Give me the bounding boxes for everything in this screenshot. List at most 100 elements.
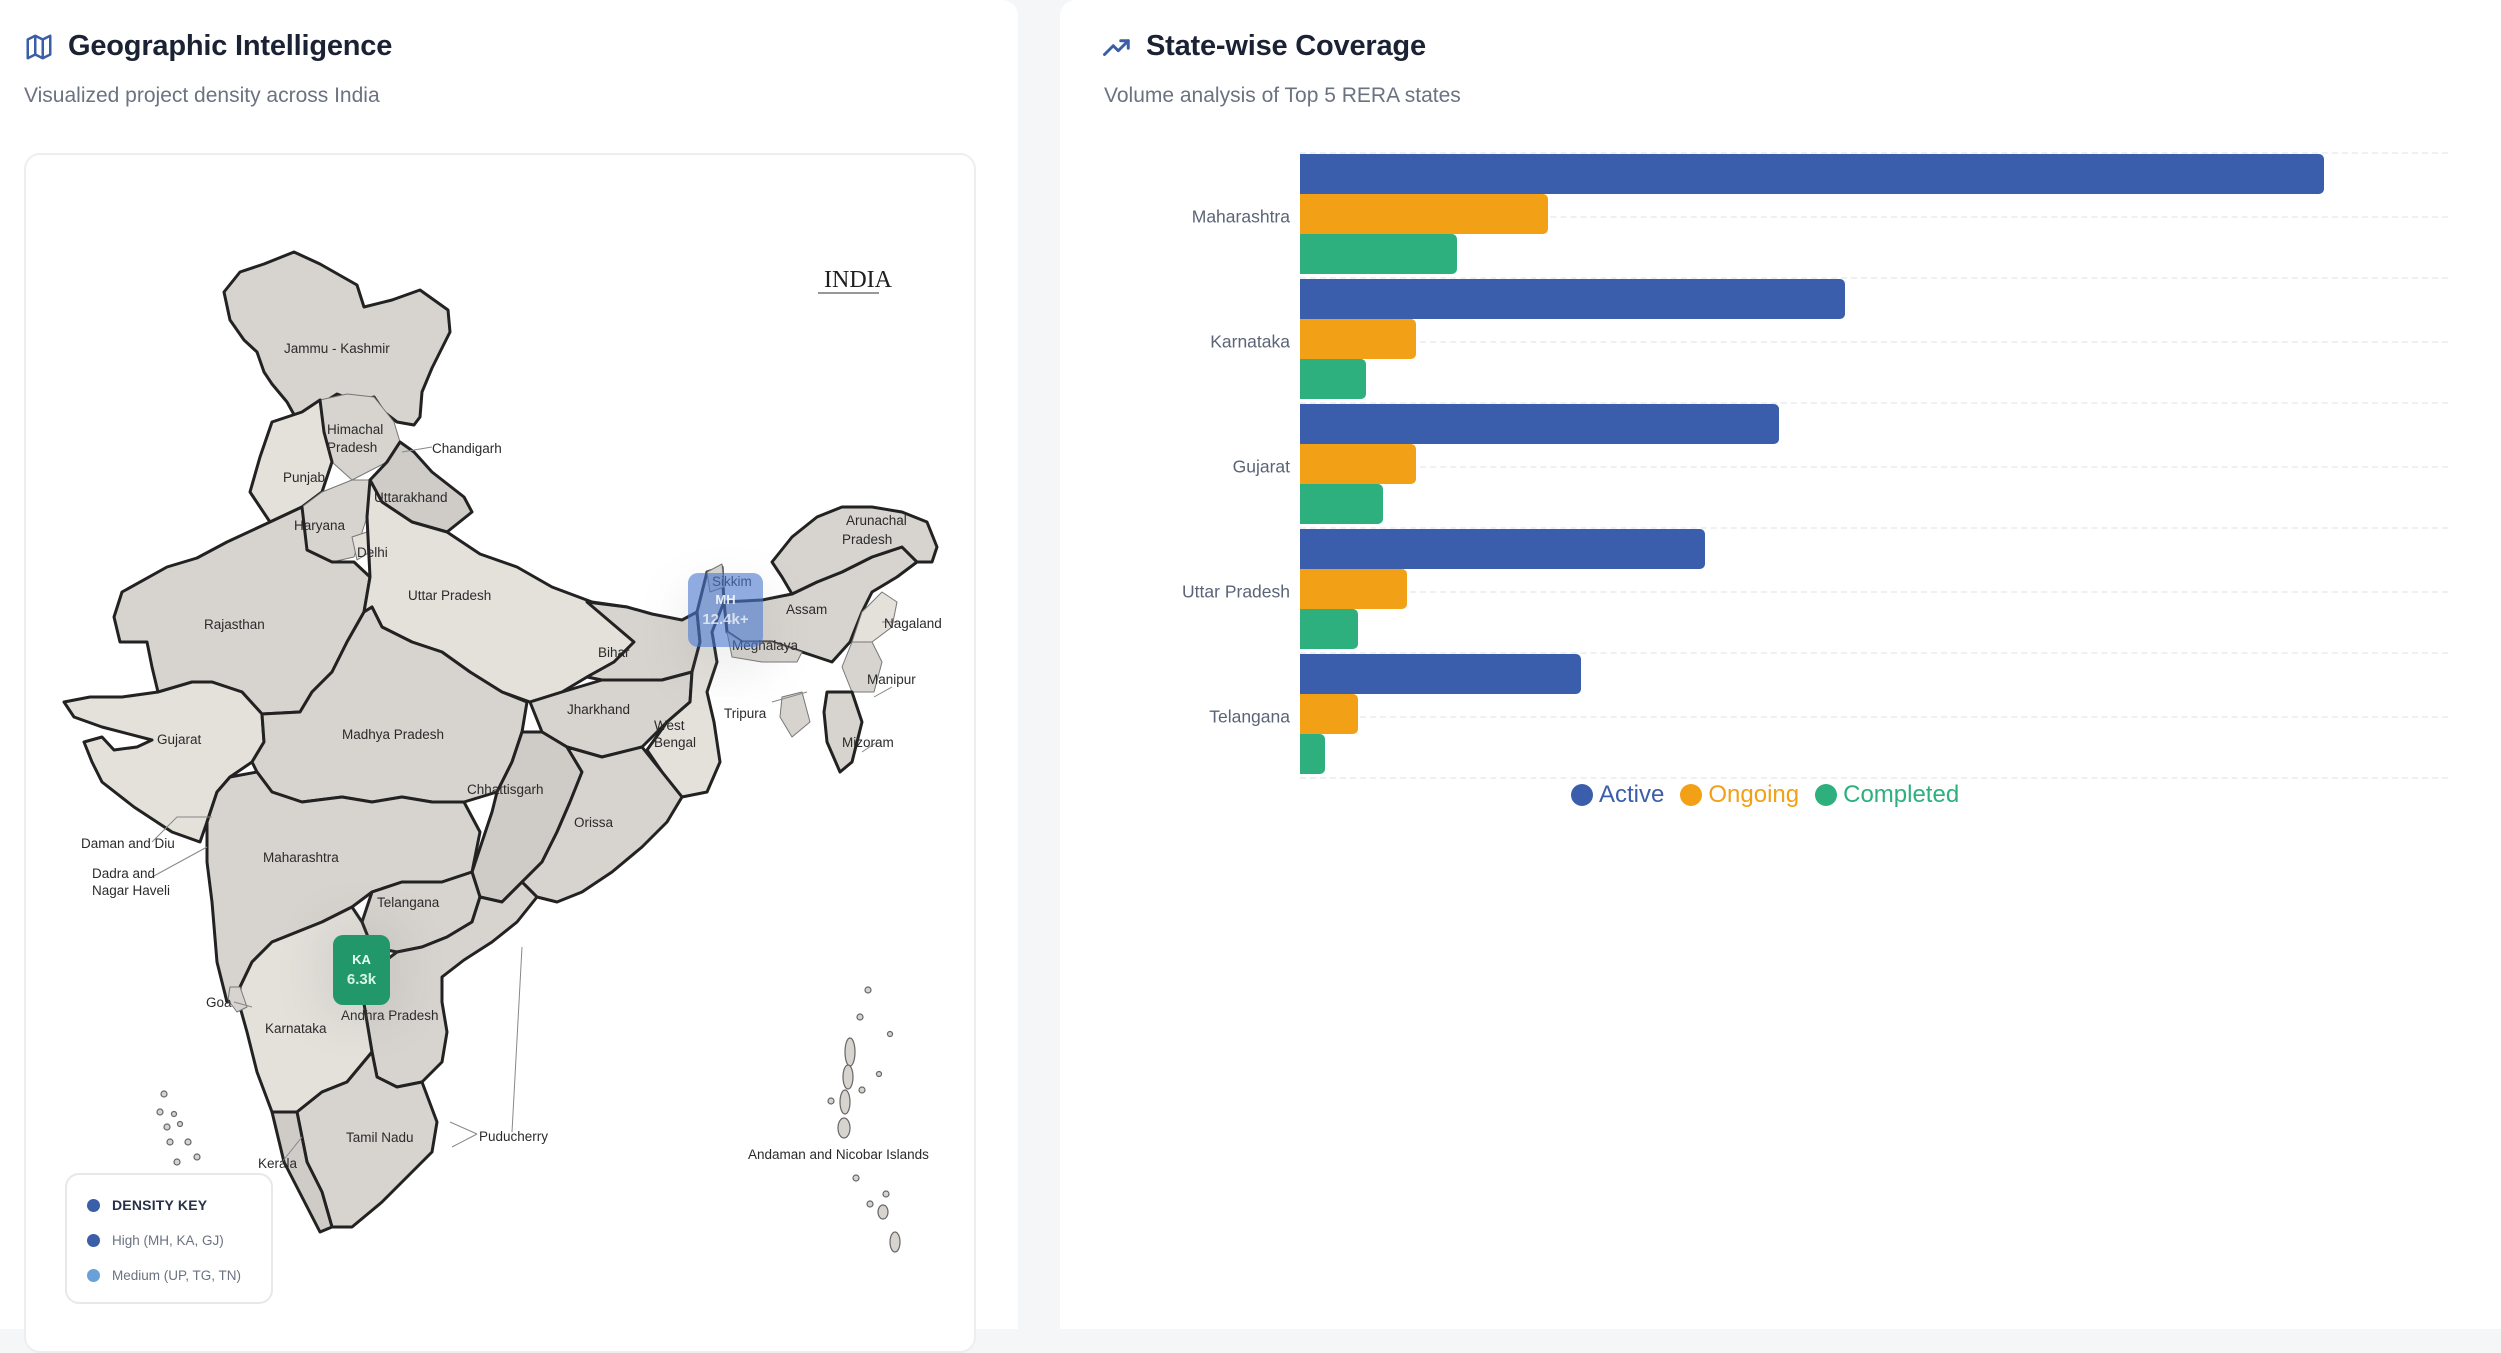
- bar-completed-uttar-pradesh[interactable]: [1300, 609, 1358, 649]
- svg-text:Manipur: Manipur: [867, 672, 916, 687]
- bar-completed-maharashtra[interactable]: [1300, 234, 1457, 274]
- svg-text:Karnataka: Karnataka: [265, 1021, 327, 1036]
- bar-active-karnataka[interactable]: [1300, 279, 1846, 319]
- legend-dot-icon: [1571, 784, 1593, 806]
- svg-text:Himachal: Himachal: [327, 422, 383, 437]
- badge-value: 6.3k: [346, 971, 377, 988]
- high-density-dot-icon: [87, 1234, 100, 1247]
- map-panel-subtitle: Visualized project density across India: [24, 84, 380, 107]
- svg-text:Kerala: Kerala: [258, 1156, 298, 1171]
- horizontal-bar-chart: Maharashtra Karnataka Gujarat Uttar Pradesh…: [1060, 0, 2501, 900]
- svg-text:Gujarat: Gujarat: [157, 732, 202, 747]
- density-key-dot-icon: [87, 1198, 100, 1212]
- lakshadweep-islands: [156, 1090, 201, 1166]
- map-icon: [26, 34, 52, 59]
- bar-completed-telangana[interactable]: [1300, 734, 1325, 774]
- gridline: [1300, 277, 2448, 279]
- gridline: [1300, 152, 2448, 154]
- svg-text:Delhi: Delhi: [357, 545, 388, 560]
- bar-ongoing-gujarat[interactable]: [1300, 444, 1416, 484]
- svg-text:Daman and Diu: Daman and Diu: [81, 836, 175, 851]
- svg-text:Bihar: Bihar: [598, 645, 630, 660]
- state-kerala[interactable]: [270, 1110, 334, 1234]
- category-label: Telangana: [1209, 706, 1290, 726]
- density-key-item-high: High (MH, KA, GJ): [87, 1233, 271, 1248]
- medium-density-dot-icon: [87, 1269, 100, 1282]
- density-key-legend: DENSITY KEY High (MH, KA, GJ) Medium (UP…: [65, 1173, 273, 1304]
- bar-completed-gujarat[interactable]: [1300, 484, 1383, 524]
- svg-text:Chandigarh: Chandigarh: [432, 441, 502, 456]
- svg-text:West: West: [654, 718, 685, 733]
- svg-text:Pradesh: Pradesh: [327, 440, 377, 455]
- bar-active-telangana[interactable]: [1300, 654, 1581, 694]
- state-labels: Jammu - Kashmir Himachal Pradesh Chandig…: [81, 341, 942, 1171]
- bar-active-maharashtra[interactable]: [1300, 154, 2325, 194]
- svg-text:Maharashtra: Maharashtra: [263, 850, 339, 865]
- gridline: [1300, 527, 2448, 529]
- trending-up-icon: [1103, 38, 1130, 56]
- gridline: [1300, 215, 2448, 218]
- map-panel-title: Geographic Intelligence: [24, 30, 392, 63]
- india-map[interactable]: Jammu - Kashmir Himachal Pradesh Chandig…: [24, 153, 976, 1331]
- svg-text:Andhra Pradesh: Andhra Pradesh: [341, 1008, 439, 1023]
- state-manipur[interactable]: [841, 641, 883, 693]
- gridline: [1300, 590, 2448, 593]
- svg-text:Assam: Assam: [786, 602, 827, 617]
- state-jammu-kashmir[interactable]: [222, 250, 452, 427]
- legend-item-active[interactable]: Active: [1571, 781, 1664, 809]
- map-badge-ka[interactable]: KA 6.3k: [333, 935, 390, 1005]
- badge-state-code: MH: [715, 592, 736, 607]
- badge-value: 12.4k+: [702, 611, 749, 628]
- state-goa[interactable]: [227, 986, 248, 1013]
- state-mizoram[interactable]: [822, 690, 864, 774]
- map-panel-title-text: Geographic Intelligence: [68, 30, 393, 62]
- andaman-nicobar-islands: [827, 986, 901, 1253]
- chart-panel-title: State-wise Coverage: [1102, 30, 1426, 63]
- gridline: [1300, 715, 2448, 718]
- density-key-title: DENSITY KEY: [112, 1197, 208, 1213]
- svg-text:Tamil Nadu: Tamil Nadu: [346, 1130, 414, 1145]
- bar-ongoing-maharashtra[interactable]: [1300, 194, 1548, 234]
- state-arunachal-pradesh[interactable]: [770, 505, 939, 596]
- bar-active-gujarat[interactable]: [1300, 404, 1780, 444]
- bar-completed-karnataka[interactable]: [1300, 359, 1367, 399]
- legend-dot-icon: [1680, 784, 1703, 806]
- density-key-label: High (MH, KA, GJ): [112, 1233, 224, 1248]
- gridline: [1300, 340, 2448, 343]
- svg-text:Pradesh: Pradesh: [842, 532, 892, 547]
- legend-item-ongoing[interactable]: Ongoing: [1680, 781, 1799, 809]
- category-label: Gujarat: [1232, 456, 1290, 476]
- svg-text:Rajasthan: Rajasthan: [204, 617, 265, 632]
- svg-text:Jharkhand: Jharkhand: [567, 702, 630, 717]
- svg-text:Uttarakhand: Uttarakhand: [374, 490, 448, 505]
- svg-text:Uttar Pradesh: Uttar Pradesh: [408, 588, 491, 603]
- category-label: Maharashtra: [1191, 206, 1290, 226]
- state-tripura[interactable]: [779, 691, 811, 738]
- legend-item-completed[interactable]: Completed: [1815, 781, 1959, 809]
- map-badge-mh[interactable]: MH 12.4k+: [688, 573, 763, 647]
- bar-ongoing-telangana[interactable]: [1300, 694, 1358, 734]
- svg-text:Haryana: Haryana: [294, 518, 346, 533]
- bar-active-uttar-pradesh[interactable]: [1300, 529, 1705, 569]
- legend-dot-icon: [1815, 784, 1838, 806]
- chart-panel-subtitle: Volume analysis of Top 5 RERA states: [1104, 84, 1461, 107]
- legend-label: Completed: [1843, 781, 1960, 808]
- svg-text:Goa: Goa: [206, 995, 232, 1010]
- legend-label: Active: [1599, 781, 1665, 808]
- state-orissa[interactable]: [520, 745, 684, 904]
- map-title-india: INDIA: [824, 267, 893, 293]
- bar-ongoing-uttar-pradesh[interactable]: [1300, 569, 1408, 609]
- svg-text:Nagaland: Nagaland: [884, 616, 942, 631]
- chart-legend: Active Ongoing Completed: [1571, 781, 1959, 809]
- svg-text:Puducherry: Puducherry: [479, 1129, 548, 1144]
- svg-text:Jammu - Kashmir: Jammu - Kashmir: [284, 341, 390, 356]
- svg-text:Dadra and: Dadra and: [92, 866, 155, 881]
- badge-state-code: KA: [352, 952, 371, 967]
- india-map-card: Jammu - Kashmir Himachal Pradesh Chandig…: [24, 153, 976, 1353]
- svg-text:Arunachal: Arunachal: [846, 513, 907, 528]
- svg-text:Chhattisgarh: Chhattisgarh: [467, 782, 544, 797]
- density-key-label: Medium (UP, TG, TN): [112, 1268, 242, 1283]
- chart-panel-title-text: State-wise Coverage: [1146, 30, 1426, 62]
- bar-ongoing-karnataka[interactable]: [1300, 319, 1416, 359]
- svg-text:Andaman and Nicobar Islands: Andaman and Nicobar Islands: [748, 1147, 929, 1162]
